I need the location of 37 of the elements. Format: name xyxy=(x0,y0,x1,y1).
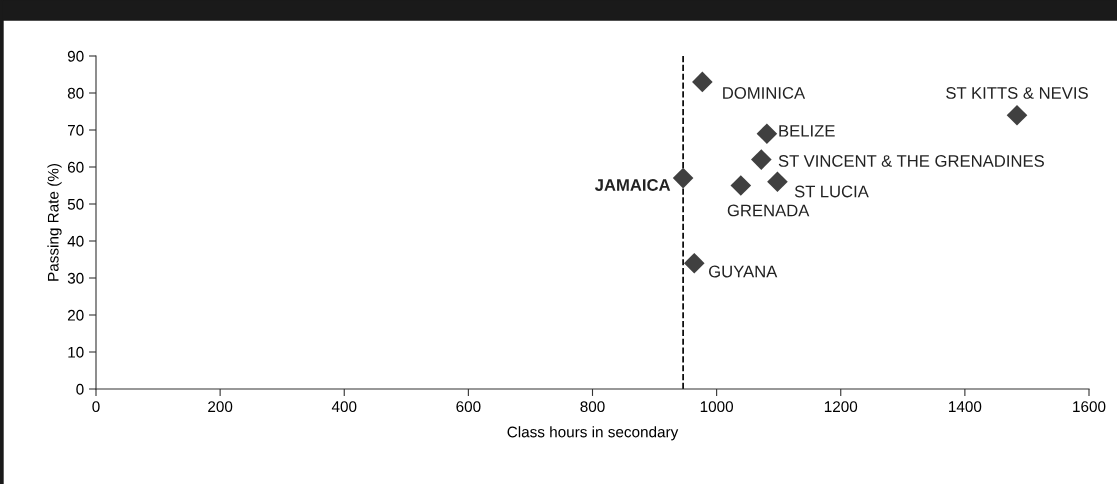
x-tick-label: 1400 xyxy=(949,401,982,413)
x-tick-label: 800 xyxy=(580,401,605,413)
point xyxy=(692,71,713,93)
y-tick-label: 20 xyxy=(67,309,84,321)
annotation: ST KITTS & NEVIS xyxy=(946,87,1088,99)
annotation: BELIZE xyxy=(779,125,835,137)
annotation: DOMINICA xyxy=(723,87,806,99)
point xyxy=(683,252,705,274)
y-tick-label: 60 xyxy=(67,161,84,173)
point xyxy=(751,149,772,170)
x-tick-label: 1200 xyxy=(824,401,858,413)
x-tick-label: 200 xyxy=(208,401,233,413)
y-tick-label: 0 xyxy=(76,383,84,395)
point xyxy=(756,123,778,144)
x-tick-label: 400 xyxy=(331,401,357,413)
y-tick-label: 70 xyxy=(67,124,84,136)
point xyxy=(1006,104,1028,126)
x-tick-label: 600 xyxy=(456,401,481,413)
point xyxy=(730,175,752,196)
y-tick-label: 90 xyxy=(67,50,84,62)
x-tick-label: 1000 xyxy=(700,401,734,413)
y-tick-label: 40 xyxy=(67,235,84,247)
annotation: JAMAICA xyxy=(594,179,671,191)
y-tick-label: 10 xyxy=(68,346,84,358)
y-tick-label: 80 xyxy=(67,87,84,99)
annotation: ST LUCIA xyxy=(794,185,869,198)
point xyxy=(767,171,788,193)
x-axis-title: Class hours in secondary xyxy=(507,426,679,441)
y-tick-label: 30 xyxy=(67,272,84,284)
y-tick-label: 50 xyxy=(67,198,84,210)
annotation: ST VINCENT & THE GRENADINES xyxy=(778,155,1044,167)
x-tick-label: 1600 xyxy=(1073,401,1106,413)
y-axis-title: Passing Rate (%) xyxy=(47,164,62,281)
point xyxy=(672,167,694,189)
annotation: GUYANA xyxy=(709,265,778,278)
x-tick-label: 0 xyxy=(92,401,100,413)
annotation: GRENADA xyxy=(727,204,810,217)
